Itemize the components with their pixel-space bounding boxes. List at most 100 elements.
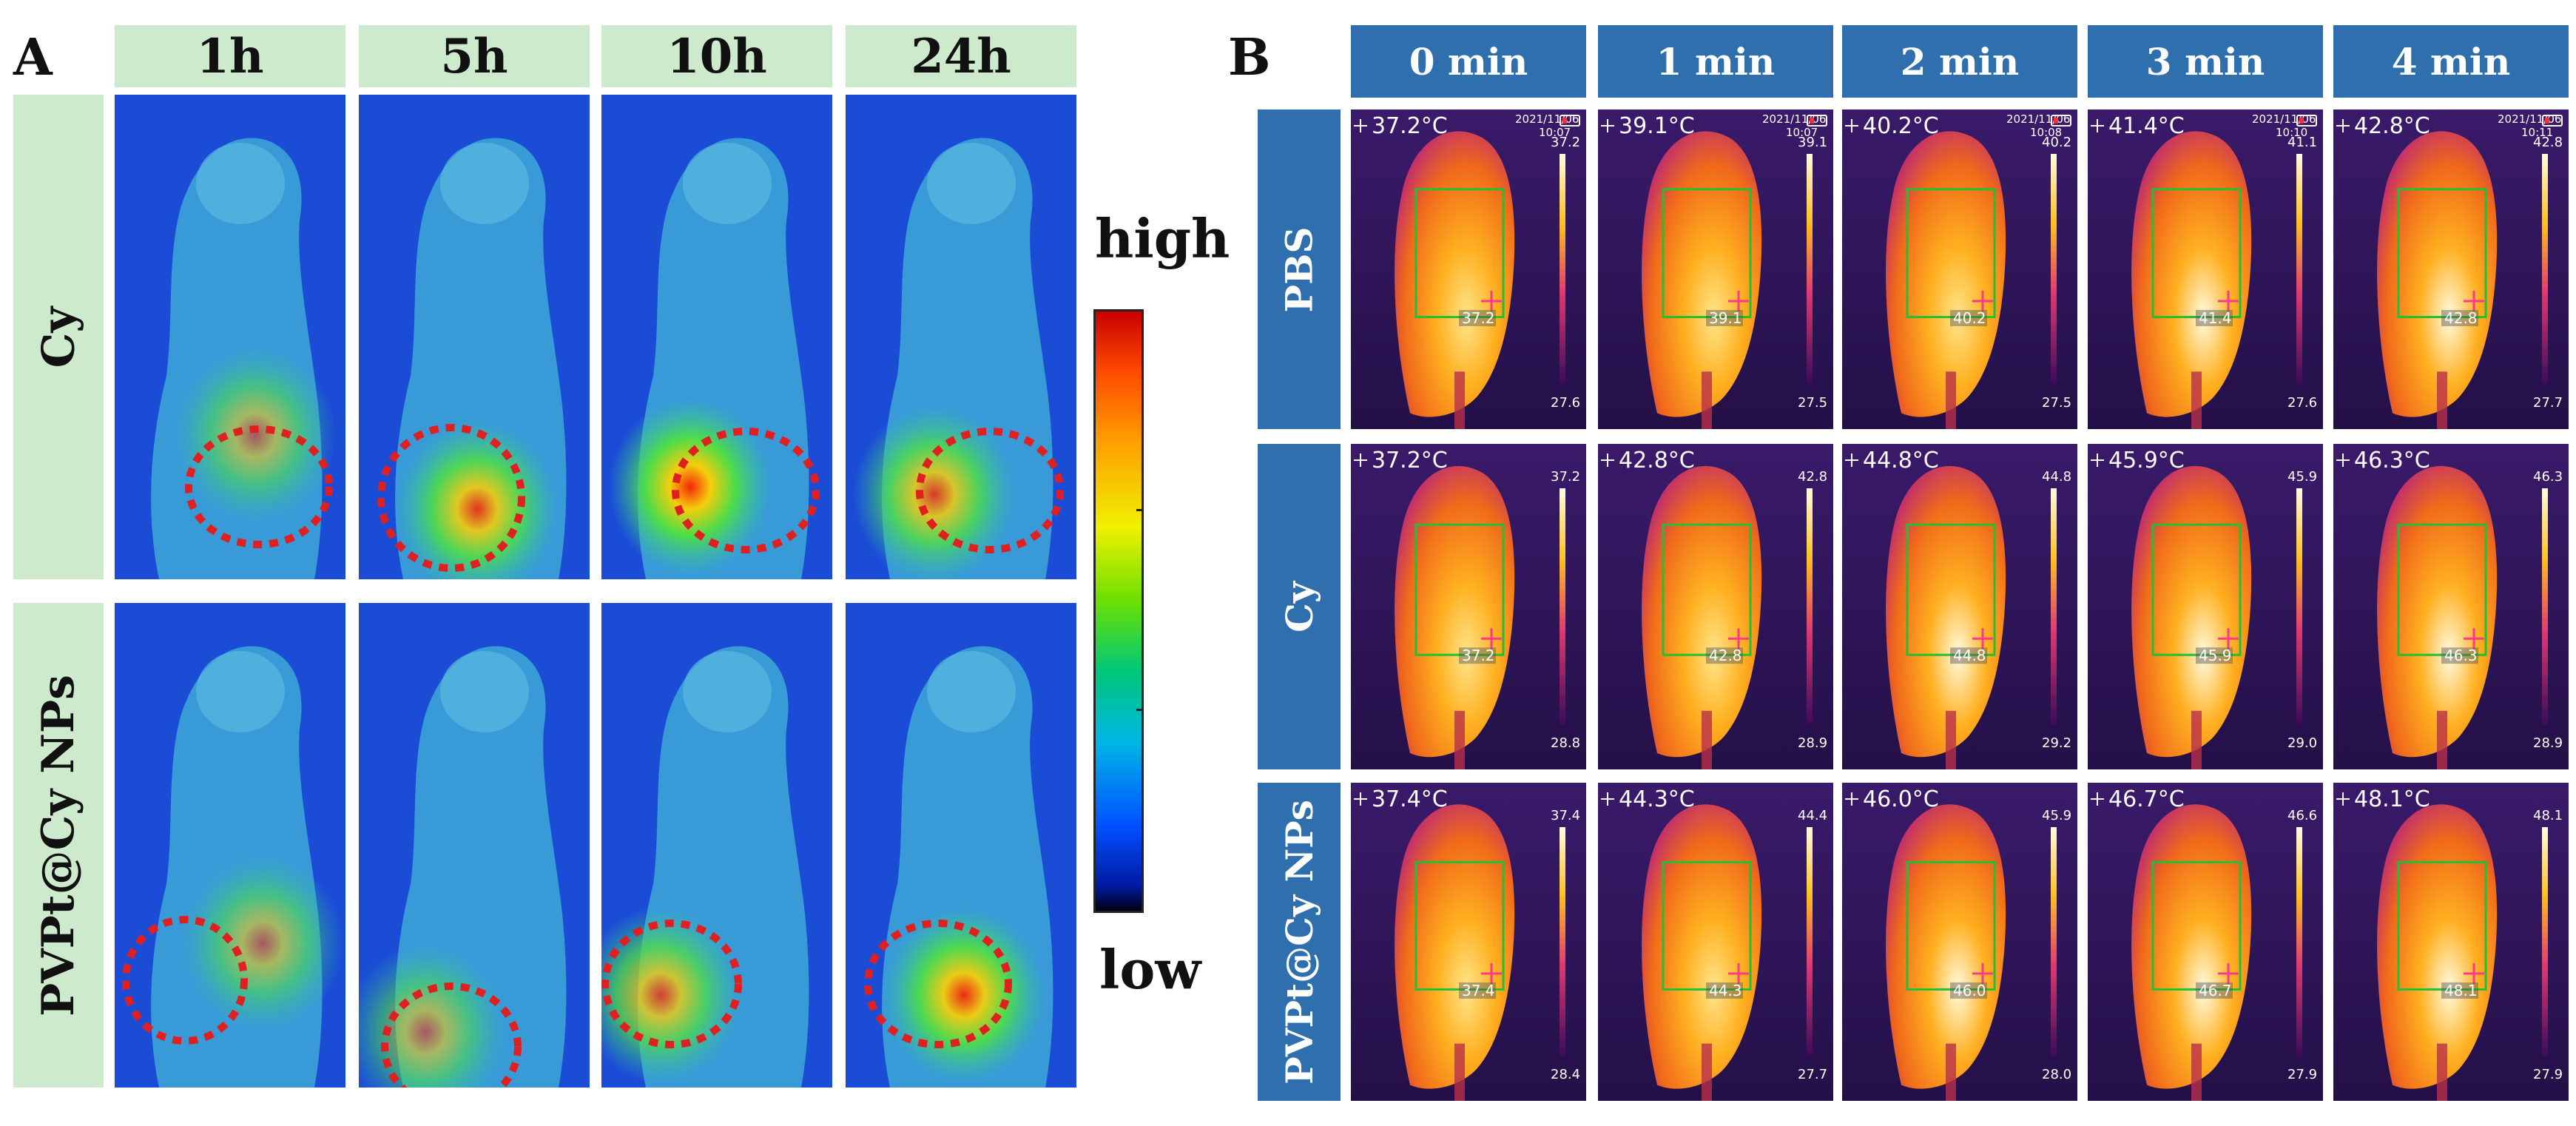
roi-box [1415,188,1505,319]
scale-min-value: 27.7 [1798,1067,1827,1082]
roi-box [2151,188,2242,319]
scale-min-value: 27.9 [2287,1067,2317,1082]
panel-a-group-text: PVPt@Cy NPs [33,674,84,1017]
thermal-image: 42.8 42.8°C 2021/11/06 10:11 42.8 27.7 [2333,109,2569,429]
temperature-readout: 46.3°C [2354,448,2430,473]
hotspot-temperature: 48.1 [2444,982,2478,999]
thermal-scale-bar [1807,154,1813,385]
hotspot-temperature: 39.1 [1709,309,1742,327]
roi-box [2397,860,2487,991]
thermal-image: 44.8 44.8°C 44.8 29.2 [1842,444,2077,769]
scale-max-value: 45.9 [2042,808,2071,823]
capture-date: 2021/11/06 [1515,112,1579,126]
temperature-readout: 45.9°C [2108,448,2185,473]
hotspot-temperature: 45.9 [2199,647,2232,664]
capture-date: 2021/11/06 [1762,112,1826,126]
spot-label-bg [2196,309,2233,326]
hotspot-temperature: 44.8 [1953,647,1986,664]
panel-b-group-text: PBS [1277,226,1321,312]
temperature-readout: 37.2°C [1372,113,1448,139]
battery-icon [2051,115,2071,127]
capture-date: 2021/11/06 [2006,112,2070,126]
tumor-region-circle [601,920,742,1048]
hotspot-temperature: 42.8 [1709,647,1742,664]
hotspot-crosshair-icon [1728,628,1749,650]
fluorescence-signal [396,420,559,579]
thermal-image: 37.2 37.2°C 2021/11/06 10:07 37.2 27.6 [1351,109,1586,429]
roi-box [1662,860,1752,991]
thermal-image: 46.3 46.3°C 46.3 28.9 [2333,444,2569,769]
scale-max-value: 46.6 [2287,808,2317,823]
hotspot-temperature: 46.3 [2444,647,2478,664]
temperature-readout: 46.0°C [1863,786,1939,812]
spot-label-bg [1706,647,1743,664]
crosshair-icon [1845,119,1858,132]
thermal-scale-bar [2296,827,2302,1056]
spot-label-bg [1459,982,1496,999]
scale-max-value: 48.1 [2533,808,2563,823]
mouse-thermal-silhouette [2131,465,2252,758]
temperature-readout: 39.1°C [1619,113,1695,139]
mouse-thermal-silhouette [2377,131,2498,417]
panel-b-group-label: PBS [1258,109,1341,429]
spot-label-bg [1459,647,1496,664]
hotspot-crosshair-icon [1972,290,1993,311]
scale-max-value: 44.8 [2042,469,2071,485]
thermal-image: 37.2 37.2°C 37.2 28.8 [1351,444,1586,769]
panel-a-group-label: PVPt@Cy NPs [13,603,104,1088]
temperature-readout: 40.2°C [1863,113,1939,139]
hotspot-crosshair-icon [1481,628,1502,650]
battery-icon [1560,115,1580,127]
spot-label-bg [2441,982,2478,999]
hotspot-temperature: 46.7 [2199,982,2232,999]
scale-min-value: 28.0 [2042,1067,2071,1082]
roi-box [2397,188,2487,319]
temperature-readout: 48.1°C [2354,786,2430,812]
scale-min-value: 27.7 [2533,395,2563,411]
capture-time: 10:10 [2276,126,2307,139]
panel-b-time-header: 2 min [1842,25,2077,98]
hotspot-crosshair-icon [1481,963,1502,984]
tumor-region-circle [185,425,333,548]
thermal-scale-bar [2051,827,2057,1056]
thermal-scale-bar [1560,154,1565,385]
scale-min-value: 28.4 [1551,1067,1580,1082]
panel-b-time-header: 0 min [1351,25,1586,98]
panel-a-group-label: Cy [13,95,104,579]
spot-label-bg [1950,309,1987,326]
hotspot-temperature: 37.4 [1462,982,1495,999]
thermal-image: 41.4 41.4°C 2021/11/06 10:10 41.1 27.6 [2088,109,2323,429]
hotspot-crosshair-icon [2218,963,2239,984]
hotspot-temperature: 41.4 [2199,309,2232,327]
hotspot-crosshair-icon [2218,628,2239,650]
scale-high-label: high [1095,207,1230,270]
scale-max-value: 37.4 [1551,808,1580,823]
scale-max-value: 41.1 [2287,135,2317,150]
spot-label-bg [2441,647,2478,664]
panel-a-time-header: 10h [601,25,832,87]
thermal-image: 46.7 46.7°C 46.6 27.9 [2088,783,2323,1101]
roi-box [1906,523,1996,656]
crosshair-icon [1354,792,1367,806]
crosshair-icon [2091,454,2104,467]
thermal-image: 40.2 40.2°C 2021/11/06 10:08 40.2 27.5 [1842,109,2077,429]
temperature-readout: 41.4°C [2108,113,2185,139]
panel-b-time-header: 3 min [2088,25,2323,98]
hotspot-crosshair-icon [2218,290,2239,311]
spot-label-bg [1706,982,1743,999]
scale-min-value: 28.9 [1798,735,1827,751]
mouse-thermal-silhouette [1395,131,1515,417]
hotspot-temperature: 46.0 [1953,982,1986,999]
mouse-thermal-silhouette [1642,131,1762,417]
tumor-region-circle [864,920,1012,1048]
crosshair-icon [1601,792,1614,806]
tumor-region-circle [672,428,820,553]
capture-time: 10:07 [1786,126,1818,139]
crosshair-icon [1354,454,1367,467]
capture-time: 10:11 [2521,126,2553,139]
hotspot-temperature: 37.2 [1462,309,1495,327]
roi-box [2151,860,2242,991]
fluorescence-signal [359,943,507,1088]
panel-a-letter: A [13,28,53,87]
fluorescence-signal [609,398,772,576]
